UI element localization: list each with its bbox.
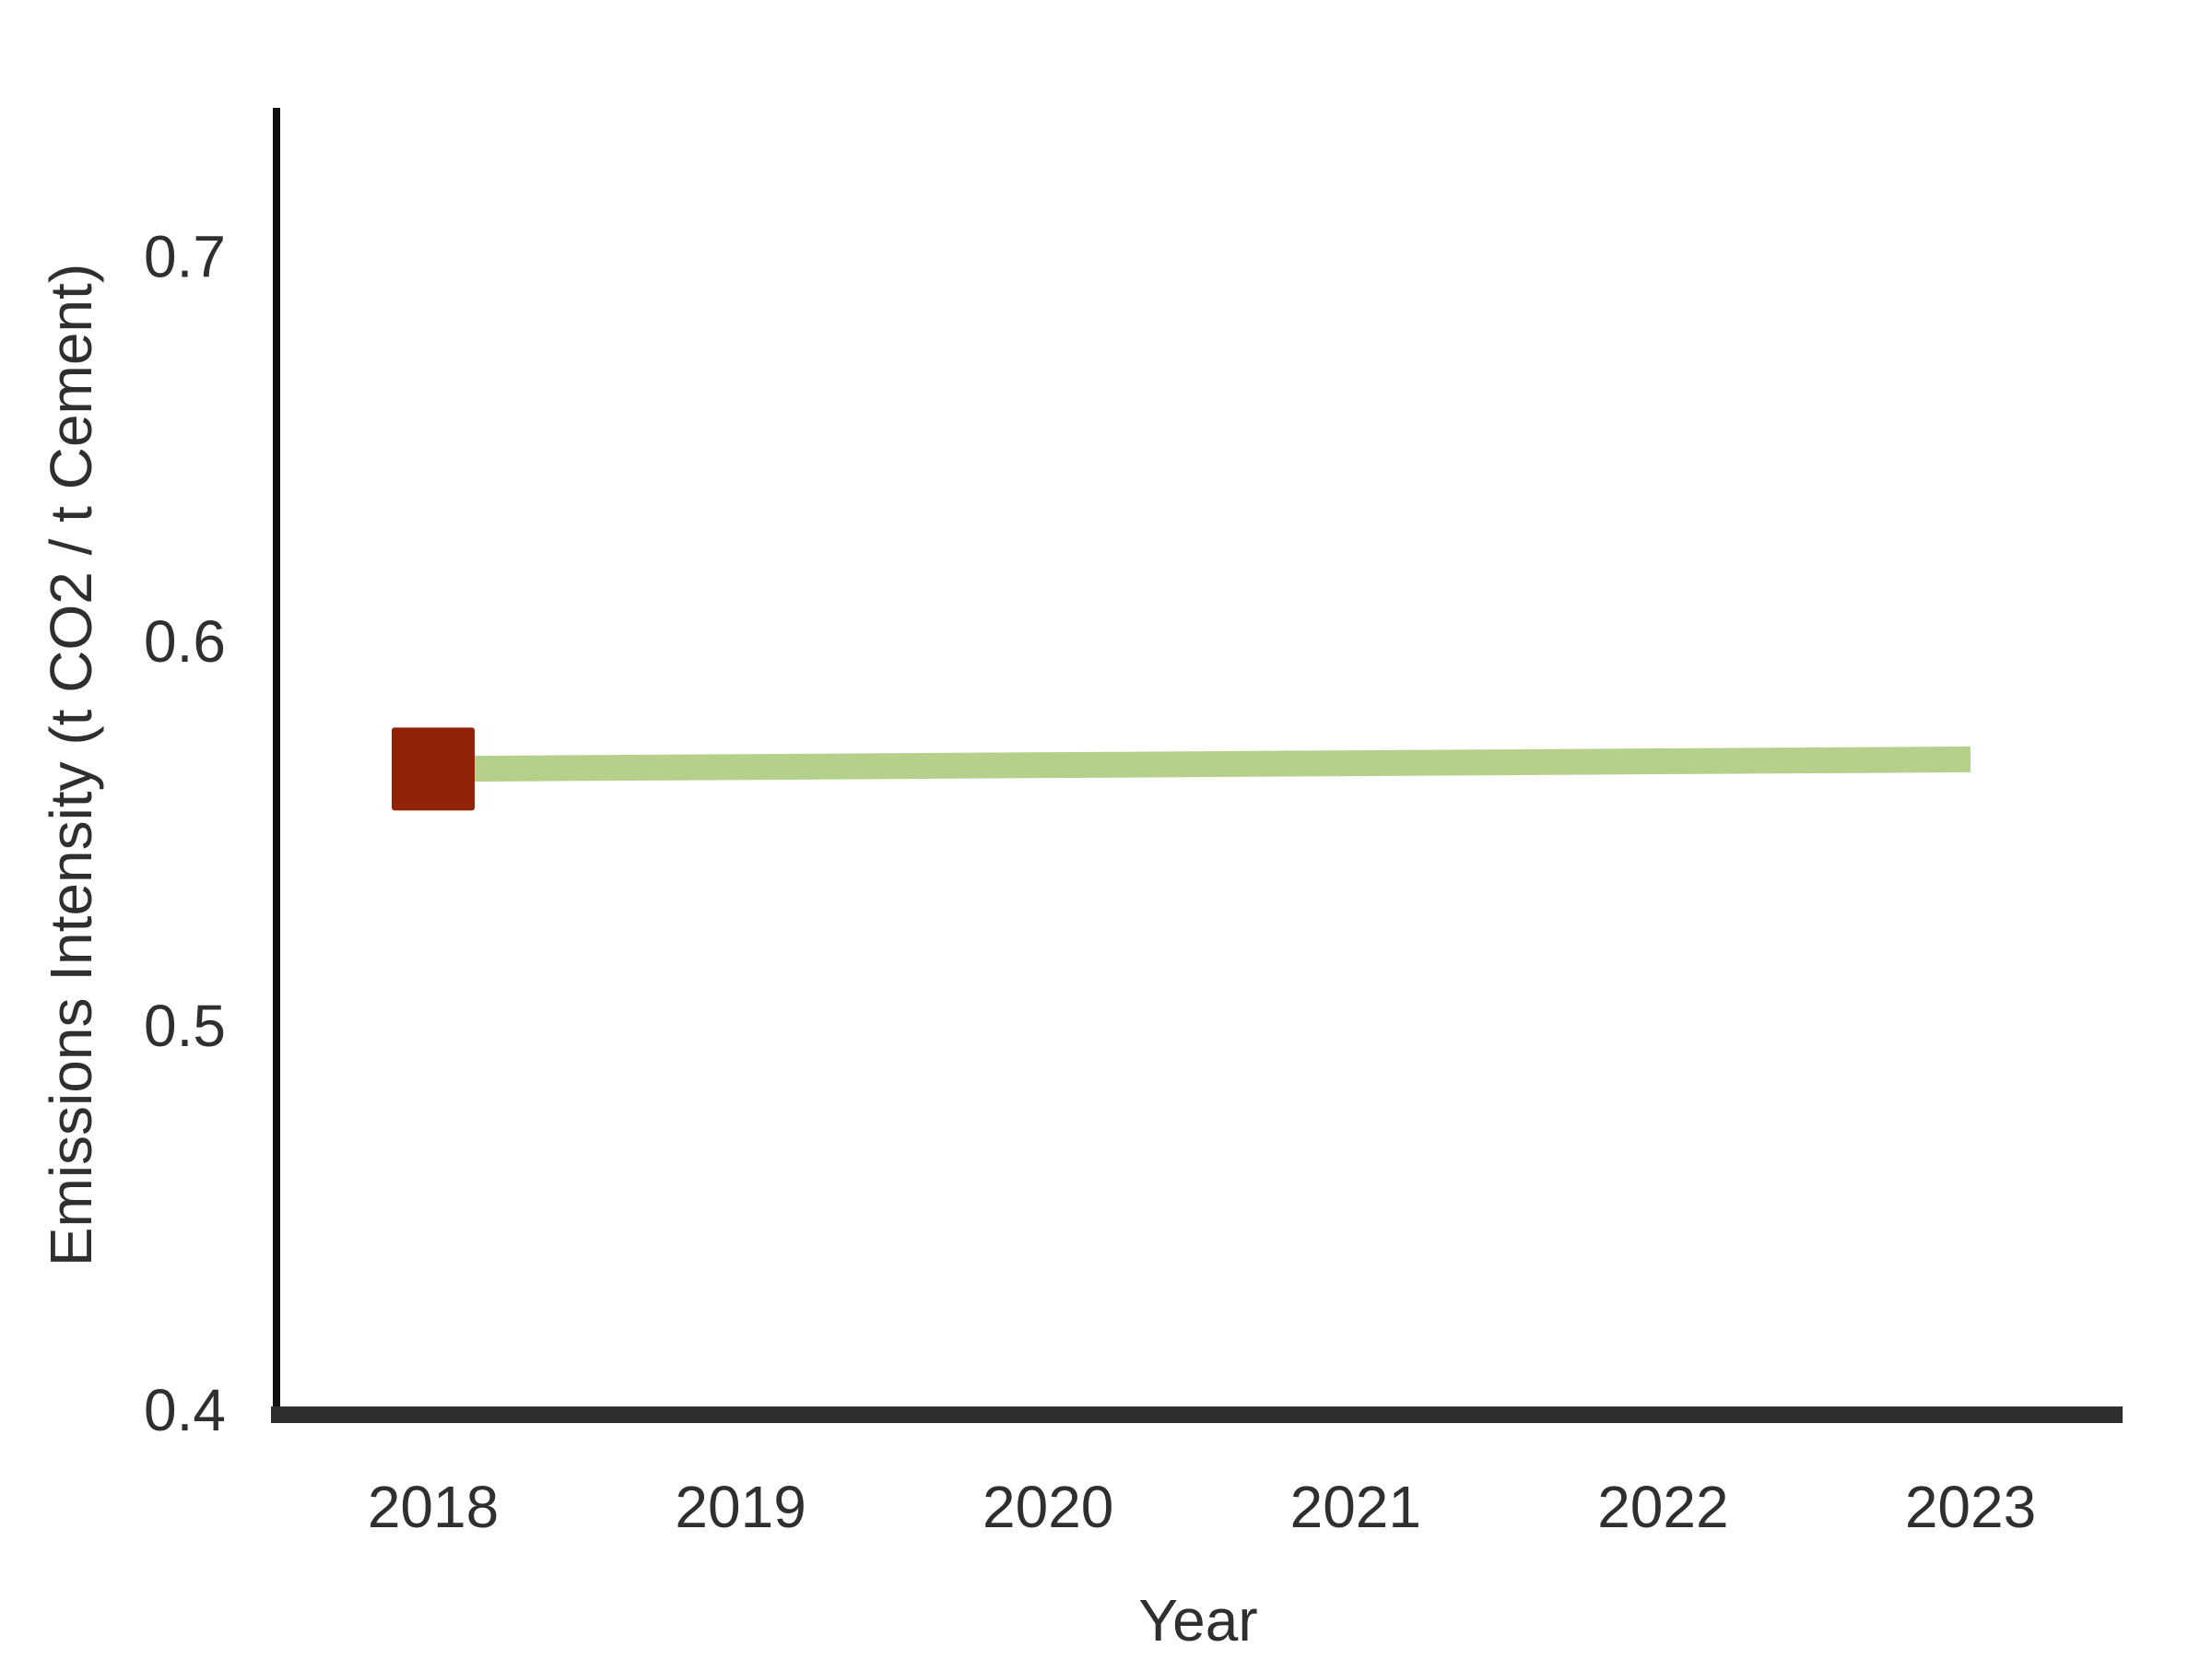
x-tick-label: 2021 [1290,1474,1421,1540]
y-tick-label: 0.7 [144,224,226,290]
x-tick-label: 2020 [982,1474,1113,1540]
tick-label-layer: 0.4 0.5 0.6 0.7 2018 2019 2020 2021 2022 2023 [144,224,2036,1540]
y-tick-label: 0.4 [144,1377,226,1443]
axis-layer [271,108,2123,1423]
x-tick-label: 2019 [675,1474,806,1540]
x-axis-title: Year [1138,1587,1257,1653]
y-tick-label: 0.6 [144,608,226,675]
marker-layer [392,727,475,811]
series-line-1 [432,746,1971,782]
x-tick-label: 2023 [1905,1474,2036,1540]
series-layer [432,746,1971,782]
marker-2018 [392,727,475,811]
y-axis-title: Emissions Intensity (t CO2 / t Cement) [38,264,104,1266]
x-tick-label: 2022 [1597,1474,1728,1540]
y-tick-label: 0.5 [144,993,226,1059]
x-tick-label: 2018 [368,1474,499,1540]
